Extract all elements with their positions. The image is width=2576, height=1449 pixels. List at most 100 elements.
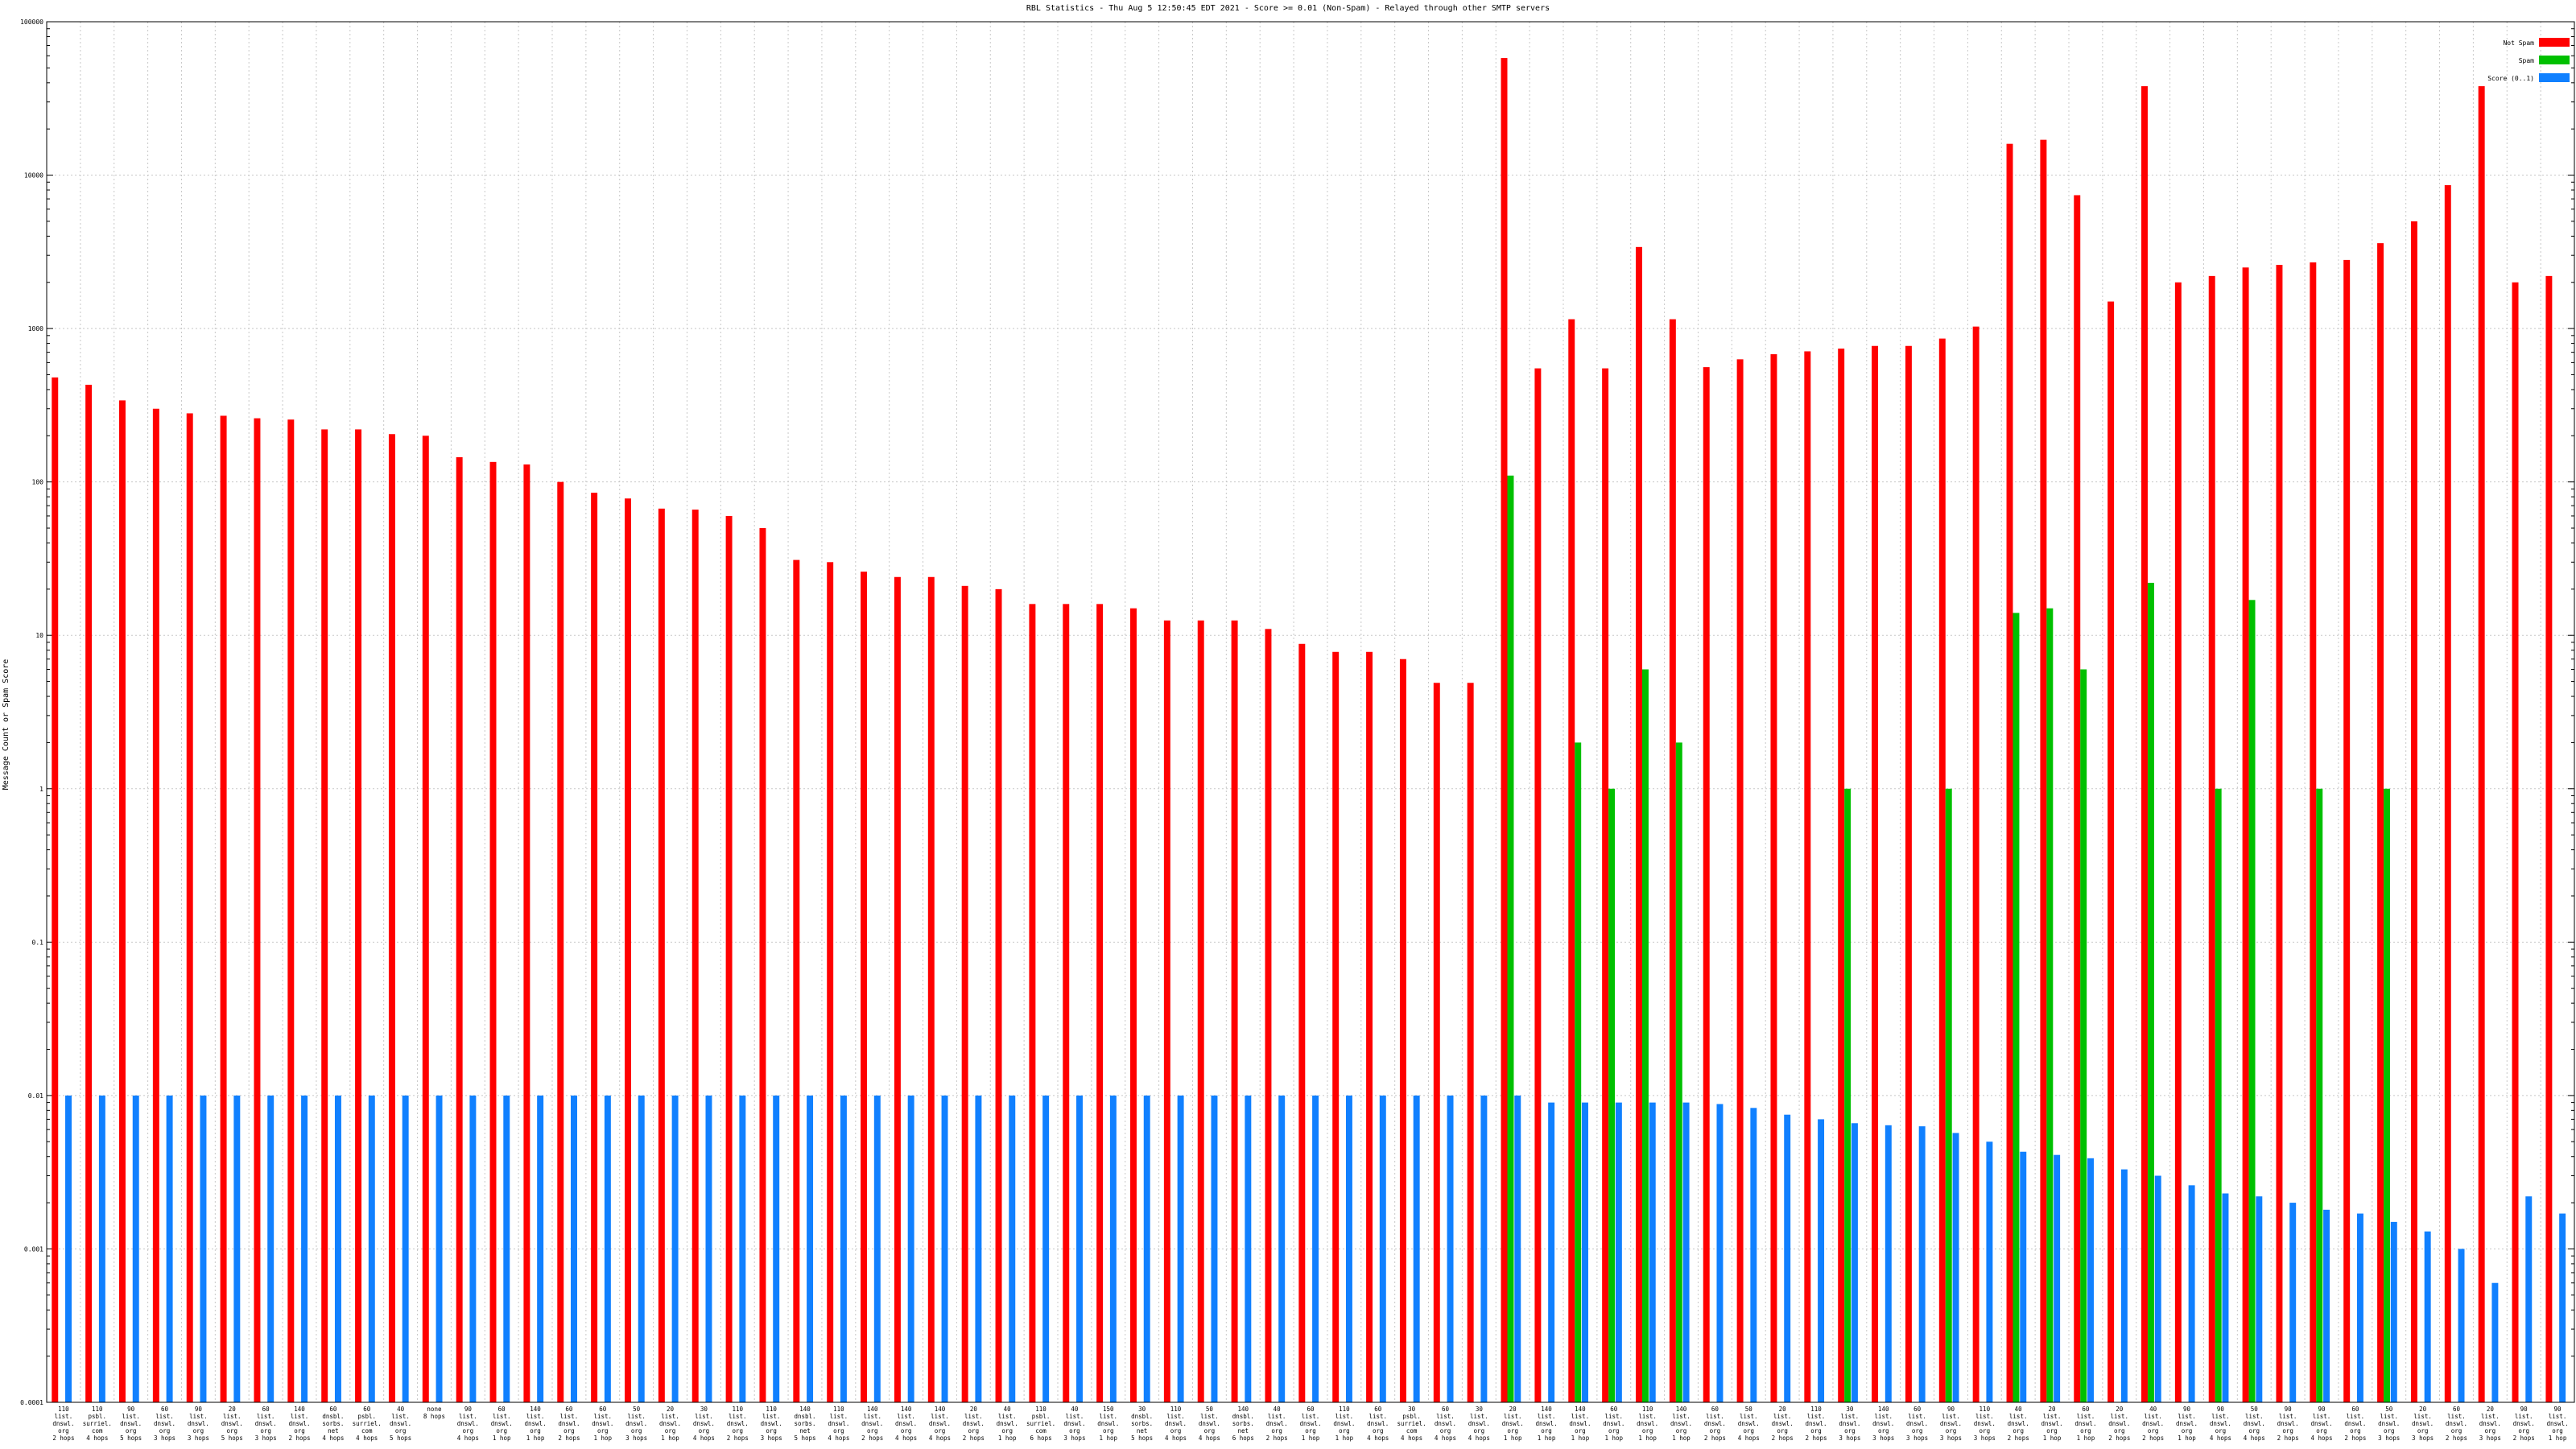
x-tick-label: 110 list. dnswl. org 1 hop	[1637, 1406, 1658, 1442]
bar-not-spam	[1298, 643, 1306, 1402]
x-tick-label: 110 psbl. surriel. com 4 hops	[83, 1406, 112, 1442]
bar-score-0-1	[2154, 1175, 2161, 1402]
bar-score-0-1	[2559, 1213, 2566, 1402]
bar-not-spam	[85, 384, 93, 1403]
x-tick-label: 140 list. dnswl. org 1 hop	[1670, 1406, 1692, 1442]
bar-score-0-1	[1379, 1095, 1386, 1402]
bar-score-0-1	[638, 1095, 645, 1402]
bar-spam	[2147, 582, 2154, 1402]
bar-not-spam	[152, 408, 159, 1403]
bar-spam	[1945, 788, 1952, 1402]
bar-not-spam	[1804, 351, 1811, 1403]
x-tick-label: 40 list. dnswl. org 5 hops	[390, 1406, 411, 1442]
bar-not-spam	[2478, 86, 2485, 1402]
x-tick-label: 110 list. dnswl. org 2 hops	[52, 1406, 74, 1442]
x-tick-label: 20 list. dnswl. org 1 hop	[659, 1406, 681, 1442]
bar-score-0-1	[1076, 1095, 1083, 1402]
x-tick-label: 30 dnsbl. sorbs. net 5 hops	[1131, 1406, 1153, 1442]
bar-score-0-1	[2323, 1209, 2330, 1402]
bar-score-0-1	[267, 1095, 275, 1402]
legend-swatch	[2539, 38, 2570, 47]
x-tick-label: 60 list. dnswl. org 3 hops	[255, 1406, 277, 1442]
x-tick-label: 150 list. dnswl. org 1 hop	[1097, 1406, 1119, 1442]
bar-score-0-1	[1278, 1095, 1286, 1402]
legend-label: Score (0..1)	[2487, 75, 2534, 82]
x-tick-label: 20 list. dnswl. org 3 hops	[2412, 1406, 2434, 1442]
x-tick-label: 90 list. dnswl. org 5 hops	[120, 1406, 142, 1442]
y-tick-label: 100	[32, 479, 44, 486]
bar-not-spam	[927, 576, 935, 1402]
bar-not-spam	[1534, 368, 1542, 1403]
x-tick-label: 40 list. dnswl. org 2 hops	[2142, 1406, 2164, 1442]
bar-score-0-1	[2256, 1196, 2263, 1402]
x-tick-label: 90 list. dnswl. org 1 hop	[2176, 1406, 2198, 1442]
bar-score-0-1	[2491, 1282, 2499, 1402]
bar-spam	[1844, 788, 1852, 1402]
bar-score-0-1	[1211, 1095, 1218, 1402]
bar-spam	[1575, 742, 1582, 1402]
bar-not-spam	[52, 377, 59, 1403]
x-tick-label: 90 list. dnswl. org 4 hops	[2210, 1406, 2231, 1442]
bar-spam	[2080, 669, 2087, 1402]
bar-score-0-1	[1885, 1125, 1892, 1402]
bar-not-spam	[1938, 338, 1946, 1403]
bar-score-0-1	[1851, 1123, 1858, 1402]
bar-score-0-1	[233, 1095, 241, 1402]
legend-swatch	[2539, 56, 2570, 64]
x-tick-label: 30 list. dnswl. org 4 hops	[693, 1406, 715, 1442]
bar-not-spam	[995, 588, 1002, 1402]
x-tick-label: 60 list. dnswl. org 2 hops	[558, 1406, 580, 1442]
bar-score-0-1	[1413, 1095, 1420, 1402]
y-axis-ticks: 100000 10000 1000 100 10 1 0.1 0.01 0.001 0.0001	[20, 19, 2574, 1406]
bar-not-spam	[691, 510, 699, 1402]
bar-not-spam	[2377, 243, 2384, 1402]
bar-score-0-1	[436, 1095, 443, 1402]
bar-not-spam	[1568, 319, 1575, 1402]
x-tick-label: 40 list. dnswl. org 2 hops	[1266, 1406, 1288, 1442]
x-tick-label: 20 list. dnswl. org 2 hops	[2108, 1406, 2130, 1442]
bar-score-0-1	[1514, 1095, 1521, 1402]
bar-score-0-1	[537, 1095, 544, 1402]
x-tick-label: 60 dnsbl. sorbs. net 4 hops	[322, 1406, 344, 1442]
bar-score-0-1	[739, 1095, 746, 1402]
y-tick-label: 0.001	[24, 1245, 43, 1253]
y-tick-label: 1000	[28, 325, 43, 332]
bar-not-spam	[119, 400, 126, 1403]
x-tick-label: 40 list. dnswl. org 3 hops	[1063, 1406, 1085, 1442]
x-tick-label: 140 list. dnswl. org 4 hops	[895, 1406, 917, 1442]
bar-score-0-1	[2222, 1193, 2229, 1402]
bar-spam	[2215, 788, 2222, 1402]
bar-score-0-1	[2424, 1231, 2431, 1402]
x-tick-label: 20 list. dnswl. org 1 hop	[1502, 1406, 1524, 1442]
bar-not-spam	[1703, 367, 1710, 1403]
bar-score-0-1	[1582, 1102, 1588, 1402]
x-tick-label: 90 list. dnswl. org 1 hop	[2547, 1406, 2569, 1442]
bar-not-spam	[961, 585, 968, 1402]
bar-score-0-1	[1345, 1095, 1352, 1402]
bar-score-0-1	[2390, 1221, 2397, 1402]
x-tick-label: 110 list. dnswl. org 2 hops	[727, 1406, 749, 1442]
bar-spam	[1507, 475, 1514, 1402]
x-tick-label: 90 list. dnswl. org 2 hops	[2513, 1406, 2535, 1442]
bar-not-spam	[220, 415, 227, 1402]
x-tick-label: 140 dnsbl. sorbs. net 6 hops	[1232, 1406, 1254, 1442]
legend-label: Not Spam	[2503, 39, 2534, 47]
x-tick-label: 60 list. dnswl. org 1 hop	[1603, 1406, 1624, 1442]
bar-not-spam	[355, 429, 362, 1402]
x-tick-label: 60 list. dnswl. org 2 hops	[2446, 1406, 2467, 1442]
x-tick-label: 20 list. dnswl. org 5 hops	[221, 1406, 243, 1442]
chart-title: RBL Statistics - Thu Aug 5 12:50:45 EDT …	[1026, 4, 1550, 13]
x-tick-label: 60 list. dnswl. org 2 hops	[1704, 1406, 1726, 1442]
bar-score-0-1	[807, 1095, 814, 1402]
bar-spam	[2384, 788, 2390, 1402]
bar-not-spam	[1467, 683, 1474, 1402]
x-tick-label: 20 list. dnswl. org 2 hops	[1772, 1406, 1794, 1442]
bar-not-spam	[388, 434, 395, 1402]
x-tick-label: 140 list. dnswl. org 2 hops	[288, 1406, 310, 1442]
y-tick-label: 10000	[24, 172, 43, 180]
bar-not-spam	[1366, 651, 1373, 1402]
bars	[52, 58, 2566, 1403]
bar-score-0-1	[840, 1095, 847, 1402]
y-tick-label: 0.01	[28, 1092, 43, 1100]
bar-not-spam	[2545, 275, 2553, 1402]
